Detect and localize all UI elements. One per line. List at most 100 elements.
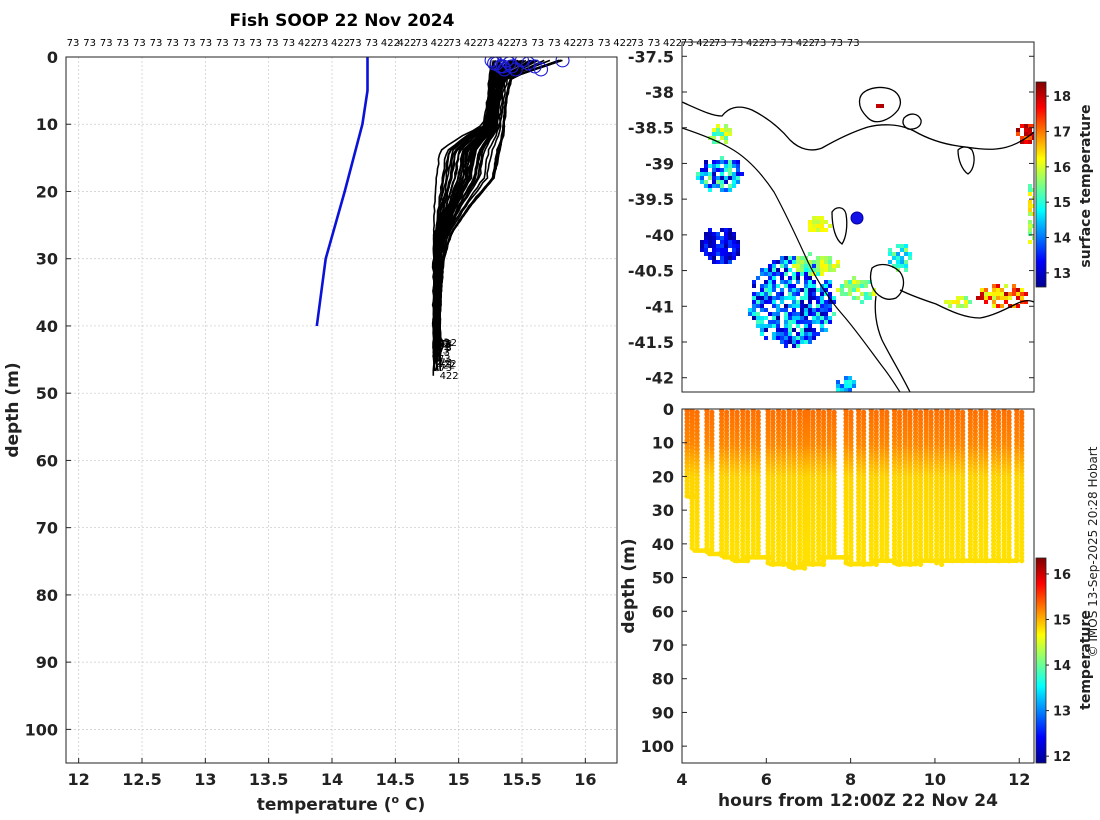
section-point [724, 532, 730, 538]
map-cell [820, 320, 824, 324]
map-cell [1000, 296, 1004, 300]
map-cell [812, 312, 816, 316]
section-point [745, 409, 751, 415]
map-cell [820, 324, 824, 328]
section-point [879, 497, 885, 503]
map-cell [904, 268, 908, 272]
map-cell [728, 236, 732, 240]
section-point [923, 511, 929, 518]
section-point [868, 519, 874, 525]
section-point [816, 430, 822, 436]
section-point [856, 415, 862, 421]
map-cell [996, 288, 1000, 292]
map-cell [728, 132, 732, 136]
section-point [949, 535, 955, 542]
section-point [791, 443, 797, 449]
section-point [740, 511, 746, 518]
section-point [750, 441, 756, 447]
section-point [791, 439, 797, 445]
map-cell [808, 296, 812, 300]
section-point [765, 478, 771, 484]
map-cell [792, 304, 796, 308]
section-point [775, 549, 782, 555]
map-cell [812, 296, 816, 300]
section-point [791, 465, 797, 471]
map-cell [724, 132, 728, 136]
section-point [934, 445, 940, 451]
section-point [1006, 432, 1012, 438]
map-cell [752, 304, 756, 308]
section-point [923, 411, 929, 417]
map-cell [724, 180, 728, 184]
section-point [884, 443, 890, 449]
section-point [944, 411, 950, 417]
section-point [923, 478, 929, 484]
section-point [856, 471, 862, 477]
section-point [902, 552, 908, 558]
section-point [797, 448, 803, 455]
section-point [843, 493, 849, 499]
map-cell [804, 336, 808, 340]
section-point [745, 498, 751, 504]
section-point [786, 530, 792, 536]
section-point [805, 504, 811, 510]
map-cell [708, 164, 712, 168]
map-cell [1020, 140, 1024, 144]
section-point [856, 519, 862, 525]
section-point [848, 424, 854, 430]
section-point [831, 502, 837, 508]
section-point [949, 517, 955, 523]
section-point [821, 420, 827, 427]
section-point [805, 556, 811, 562]
section-point [983, 491, 989, 497]
section-point [770, 424, 776, 430]
map-cell [820, 224, 824, 228]
map-cell [784, 324, 788, 328]
section-point [745, 543, 751, 549]
map-cell [784, 328, 788, 332]
map-cell [888, 248, 892, 252]
section-point [1006, 517, 1012, 523]
section-point [709, 469, 715, 475]
section-point [1001, 530, 1007, 536]
section-point [729, 456, 735, 462]
section-point [719, 485, 725, 492]
map-cell [728, 260, 732, 264]
section-point [689, 471, 695, 477]
section-point [848, 532, 854, 538]
section-point [689, 537, 695, 544]
section-point [861, 521, 867, 527]
section-point [797, 434, 803, 440]
section-point [983, 521, 989, 527]
section-point [775, 489, 782, 495]
map-cell [708, 232, 712, 236]
section-point [765, 419, 771, 425]
section-point [684, 445, 690, 451]
map-cell [712, 248, 716, 252]
section-point [1019, 457, 1025, 464]
section-point [729, 422, 735, 429]
section-point [884, 469, 890, 475]
section-point [868, 534, 874, 540]
section-point [891, 526, 898, 532]
map-cell [992, 304, 996, 308]
section-point [923, 485, 929, 492]
map-cell [856, 284, 860, 288]
profile-end-label: 73 [439, 343, 452, 354]
y-tick-label: 60 [36, 451, 58, 470]
map-cell [764, 328, 768, 332]
section-point [983, 461, 989, 467]
section-point [709, 521, 715, 527]
map-cell [708, 184, 712, 188]
map-cell [796, 344, 800, 348]
colorbar-tick-label: 14 [1053, 232, 1071, 247]
map-cell [896, 252, 900, 256]
section-point [1019, 509, 1025, 516]
section-point [928, 472, 934, 479]
section-point [786, 523, 792, 529]
section-point [949, 546, 955, 553]
section-point [960, 450, 966, 456]
section-point [689, 511, 695, 518]
profile-id-label: 422 [613, 38, 632, 49]
